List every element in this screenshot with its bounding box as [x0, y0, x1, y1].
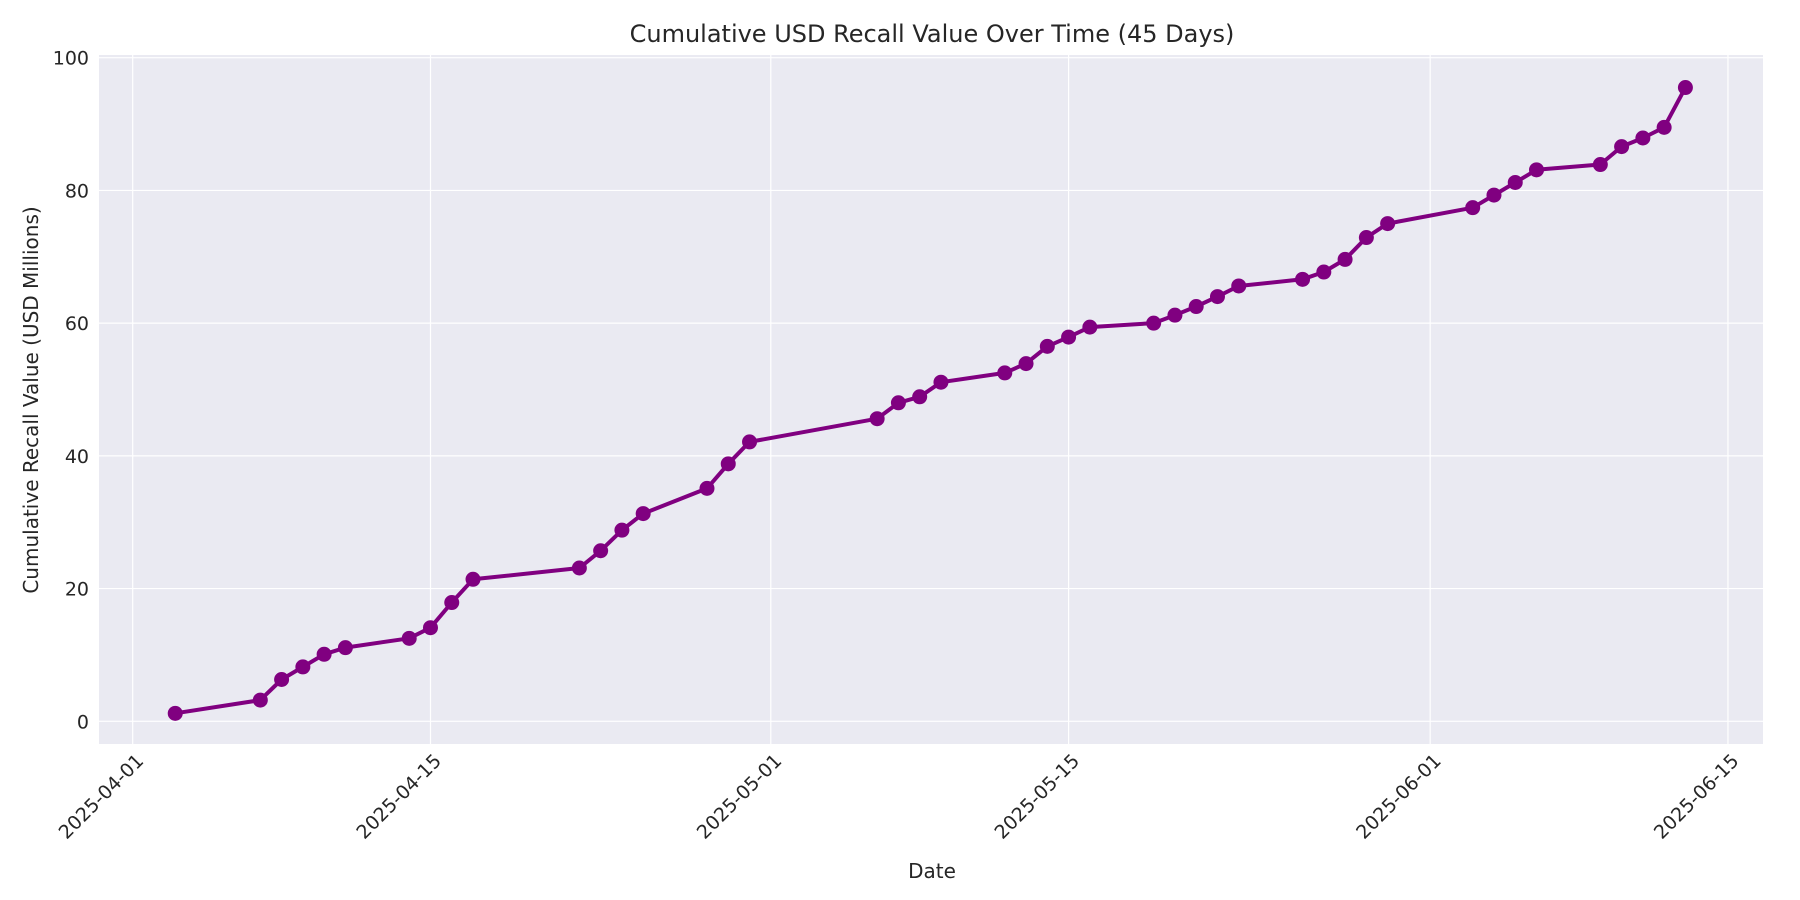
x-tick-label: 2025-04-15 — [352, 750, 446, 844]
data-point — [274, 671, 290, 687]
data-point — [742, 434, 758, 450]
data-point — [593, 543, 609, 559]
x-tick-label: 2025-06-15 — [1650, 750, 1744, 844]
data-point — [997, 365, 1013, 381]
data-point — [869, 411, 885, 427]
data-point — [337, 640, 353, 656]
data-point — [1146, 315, 1162, 331]
data-point — [1039, 338, 1055, 354]
data-point — [1316, 264, 1332, 280]
data-point — [614, 522, 630, 538]
data-point — [1188, 299, 1204, 315]
x-axis-label: Date — [908, 859, 956, 883]
y-axis-label: Cumulative Recall Value (USD Millions) — [19, 206, 43, 593]
data-point — [1465, 200, 1481, 216]
data-point — [571, 560, 587, 576]
x-tick-label: 2025-05-01 — [693, 750, 787, 844]
data-point — [1018, 356, 1034, 372]
data-point — [1529, 162, 1545, 178]
data-point — [1656, 119, 1672, 135]
data-point — [1635, 130, 1651, 146]
data-point — [465, 571, 481, 587]
y-tick-label: 0 — [77, 711, 89, 733]
data-point — [167, 705, 183, 721]
data-point — [1295, 271, 1311, 287]
data-point — [1677, 80, 1693, 96]
data-point — [1082, 319, 1098, 335]
y-tick-label: 100 — [53, 48, 89, 70]
x-tick-label: 2025-06-01 — [1352, 750, 1446, 844]
data-point — [1358, 230, 1374, 246]
y-axis-ticks: 0 20 40 60 80 100 — [53, 48, 89, 734]
data-point — [1337, 251, 1353, 267]
data-point — [401, 630, 417, 646]
y-tick-label: 60 — [65, 313, 89, 335]
data-point — [1167, 307, 1183, 323]
data-point — [1592, 157, 1608, 173]
series-markers — [167, 80, 1693, 721]
gridlines — [99, 55, 1763, 744]
x-axis-ticks: 2025-04-01 2025-04-15 2025-05-01 2025-05-15… — [55, 750, 1744, 844]
data-point — [1061, 329, 1077, 345]
x-tick-label: 2025-05-15 — [990, 750, 1084, 844]
x-tick-label: 2025-04-01 — [55, 750, 149, 844]
y-tick-label: 80 — [65, 180, 89, 202]
plot-area — [99, 55, 1763, 744]
data-point — [316, 646, 332, 662]
data-point — [635, 506, 651, 522]
data-point — [1614, 139, 1630, 155]
data-point — [1380, 216, 1396, 232]
data-point — [422, 620, 438, 636]
data-point — [1209, 289, 1225, 305]
data-point — [699, 480, 715, 496]
data-point — [720, 456, 736, 472]
data-point — [1231, 278, 1247, 294]
data-point — [890, 395, 906, 411]
data-point — [252, 692, 268, 708]
data-point — [444, 595, 460, 611]
chart-title: Cumulative USD Recall Value Over Time (4… — [630, 20, 1235, 48]
data-point — [1486, 187, 1502, 203]
data-point — [933, 374, 949, 390]
y-tick-label: 20 — [65, 579, 89, 601]
data-point — [1507, 174, 1523, 190]
y-tick-label: 40 — [65, 446, 89, 468]
data-point — [295, 659, 311, 675]
data-point — [912, 389, 928, 405]
